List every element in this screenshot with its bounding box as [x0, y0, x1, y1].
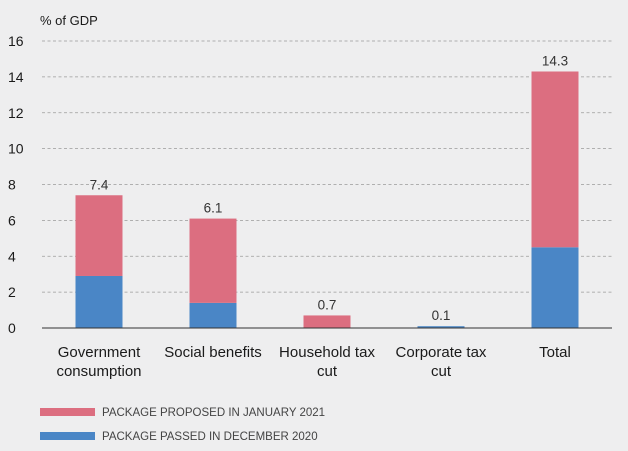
x-category-label: Government — [58, 344, 141, 361]
y-unit-label: % of GDP — [40, 13, 98, 28]
legend-swatch — [40, 432, 95, 440]
y-tick-labels: 0 2 4 6 8 10 12 14 16 — [8, 33, 24, 336]
x-category-label: Corporate tax — [396, 344, 487, 361]
x-category-label: cut — [431, 363, 452, 380]
bar-segment-series-1-cat-4 — [531, 71, 579, 248]
y-tick-label: 4 — [8, 248, 16, 264]
legend: PACKAGE PROPOSED IN JANUARY 2021 PACKAGE … — [40, 407, 325, 443]
data-labels: 7.4 6.1 0.7 0.1 14.3 — [90, 53, 569, 323]
data-label: 6.1 — [204, 201, 223, 216]
legend-swatch — [40, 408, 95, 416]
bar-segment-series-1-cat-1 — [189, 218, 237, 303]
x-category-label: consumption — [56, 363, 141, 380]
legend-label: PACKAGE PASSED IN DECEMBER 2020 — [102, 431, 318, 443]
bar-segment-series-1-cat-2 — [303, 315, 351, 328]
data-label: 14.3 — [542, 53, 568, 68]
x-category-label: Social benefits — [164, 344, 262, 361]
data-label: 0.7 — [318, 297, 337, 312]
data-label: 0.1 — [432, 308, 451, 323]
x-category-labels: Government consumption Social benefits Hous… — [56, 344, 570, 380]
y-tick-label: 14 — [8, 69, 24, 85]
bars — [75, 71, 579, 328]
y-tick-label: 0 — [8, 320, 16, 336]
y-tick-label: 12 — [8, 105, 24, 121]
x-category-label: Total — [539, 344, 571, 361]
data-label: 7.4 — [90, 177, 109, 192]
bar-segment-series-1-cat-0 — [75, 195, 123, 276]
bar-segment-series-0-cat-3 — [417, 326, 465, 328]
y-tick-label: 8 — [8, 177, 16, 193]
bar-segment-series-0-cat-1 — [189, 302, 237, 328]
x-category-label: Household tax — [279, 344, 375, 361]
y-tick-label: 10 — [8, 141, 24, 157]
legend-label: PACKAGE PROPOSED IN JANUARY 2021 — [102, 407, 325, 419]
gridlines — [42, 40, 612, 293]
y-tick-label: 2 — [8, 284, 16, 300]
bar-segment-series-0-cat-0 — [75, 275, 123, 328]
bar-segment-series-0-cat-4 — [531, 247, 579, 328]
x-category-label: cut — [317, 363, 338, 380]
y-tick-label: 6 — [8, 212, 16, 228]
y-tick-label: 16 — [8, 33, 24, 49]
